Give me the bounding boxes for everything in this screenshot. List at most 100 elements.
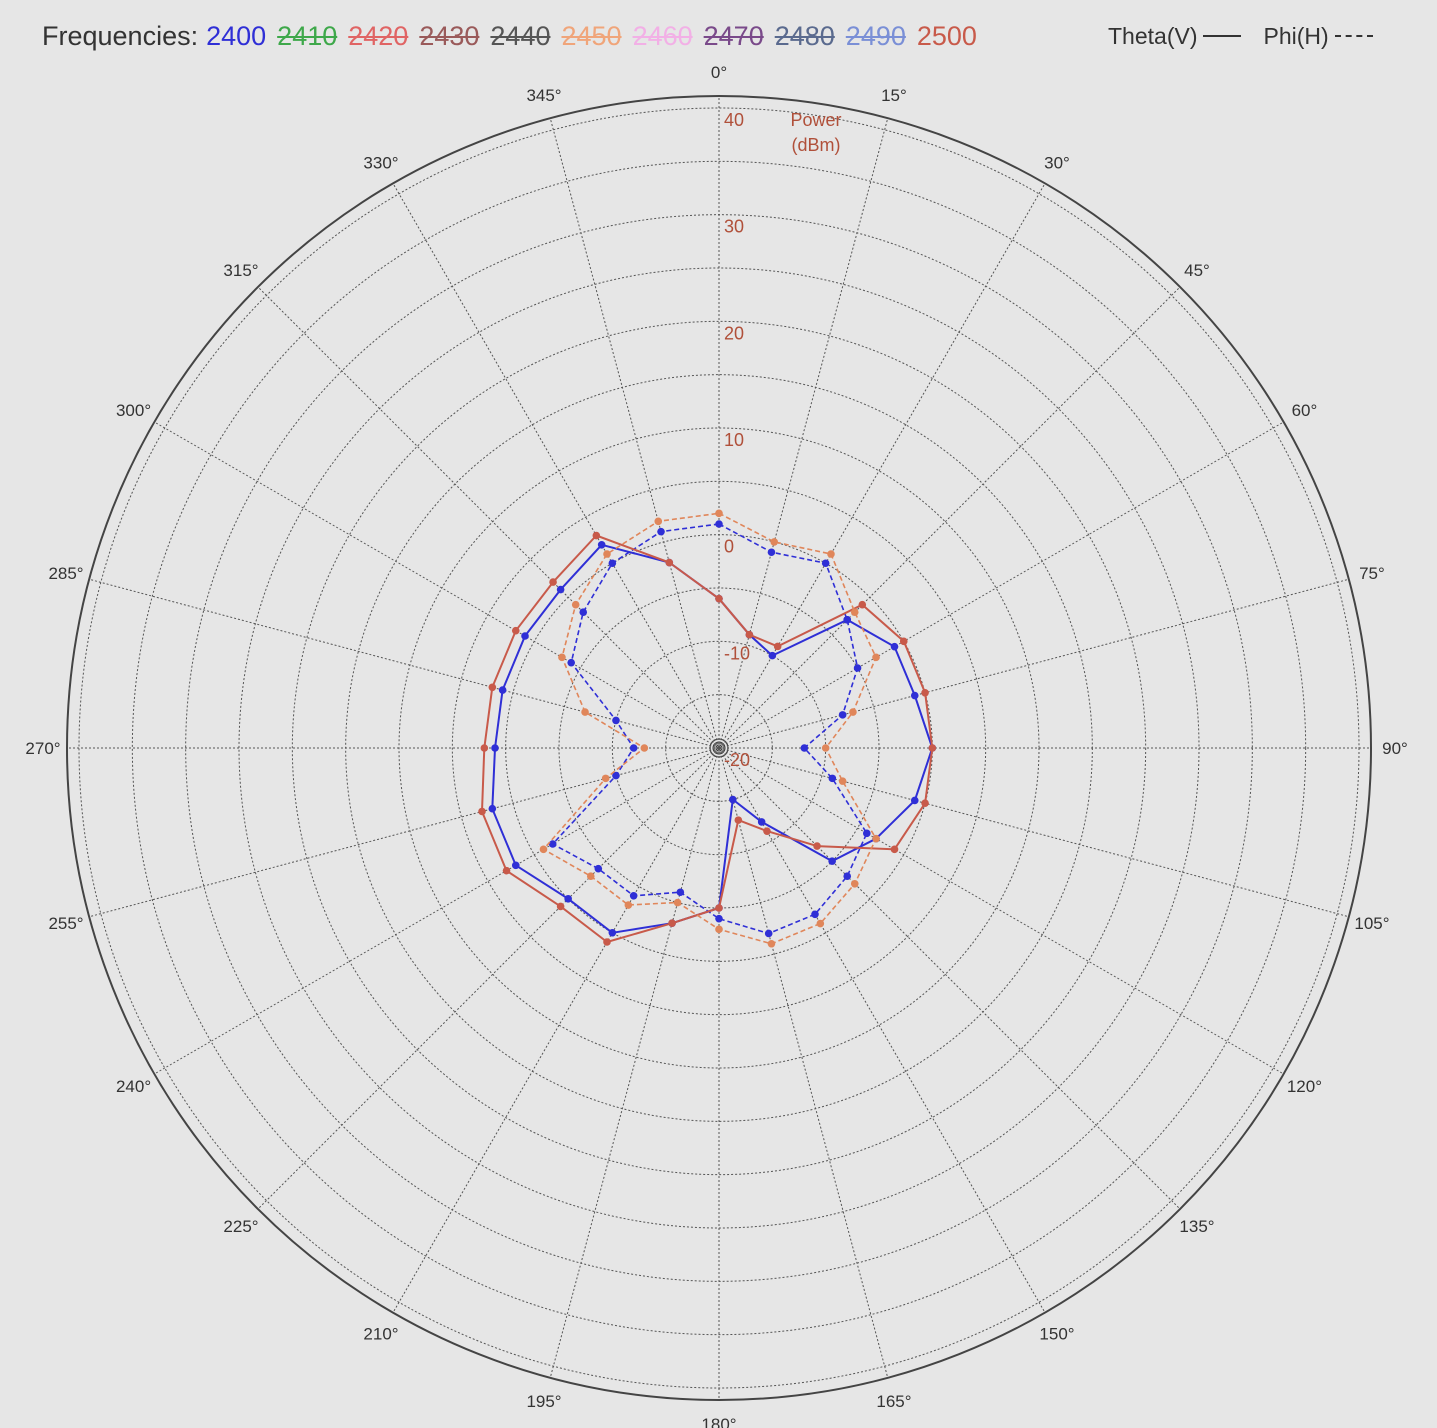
spoke-line <box>549 747 720 1378</box>
spoke-line <box>154 747 720 1075</box>
legend-bar: Frequencies: 2400 2410 2420 2430 2440 24… <box>0 0 1437 70</box>
data-point <box>910 691 919 700</box>
radial-axis-label: Power <box>790 110 841 130</box>
data-point <box>768 651 777 660</box>
data-point <box>601 774 610 783</box>
spoke-line <box>154 421 720 749</box>
data-point <box>800 744 809 752</box>
data-point <box>502 866 511 875</box>
data-point <box>511 861 520 870</box>
frequency-2430[interactable]: 2430 <box>419 20 480 51</box>
data-point <box>850 879 859 888</box>
data-point <box>767 939 776 948</box>
data-point <box>828 857 836 865</box>
data-point <box>629 892 638 900</box>
frequency-2450[interactable]: 2450 <box>561 20 622 51</box>
radial-tick-label: -10 <box>724 643 750 663</box>
data-point <box>729 795 737 804</box>
spoke-line <box>392 183 720 749</box>
angle-tick-label: 300° <box>116 401 151 420</box>
data-point <box>480 744 489 752</box>
data-point <box>556 585 565 594</box>
frequency-2420[interactable]: 2420 <box>348 20 409 51</box>
data-point <box>843 872 852 881</box>
data-point <box>581 708 589 716</box>
data-point <box>899 637 908 646</box>
data-point <box>491 744 499 752</box>
angle-tick-label: 150° <box>1039 1324 1074 1343</box>
angle-tick-label: 165° <box>876 1392 911 1411</box>
data-point <box>921 799 929 808</box>
radial-tick-label: 0 <box>724 537 734 557</box>
grid-circle <box>451 480 987 1016</box>
data-point <box>629 744 638 752</box>
data-point <box>608 559 617 568</box>
data-point <box>640 744 649 752</box>
angle-tick-label: 120° <box>1287 1077 1322 1096</box>
radial-axis-unit: (dBm) <box>792 135 841 155</box>
data-point <box>597 540 606 549</box>
data-point <box>838 777 847 785</box>
spoke-line <box>718 421 1284 749</box>
data-point <box>853 664 862 672</box>
angle-tick-label: 60° <box>1292 401 1318 420</box>
data-point <box>612 771 620 780</box>
data-point <box>539 845 548 854</box>
data-point <box>858 600 867 609</box>
data-point <box>928 744 937 752</box>
data-point <box>821 744 830 752</box>
data-point <box>763 827 771 835</box>
data-point <box>843 615 852 624</box>
data-point <box>603 938 611 946</box>
data-point <box>612 716 620 725</box>
data-point <box>498 686 507 694</box>
theta-legend-item[interactable]: Theta(V) <box>1108 22 1242 50</box>
data-point <box>594 864 603 873</box>
frequency-2440[interactable]: 2440 <box>490 20 551 51</box>
phi-legend-item[interactable]: Phi(H) <box>1263 23 1373 50</box>
polarization-legend: Theta(V) Phi(H) <box>1108 16 1395 56</box>
data-point <box>668 919 676 927</box>
series-2500-phi <box>539 509 880 948</box>
frequency-2410[interactable]: 2410 <box>277 20 338 51</box>
data-point <box>673 898 682 907</box>
spoke-line <box>257 747 720 1210</box>
data-point <box>592 531 601 540</box>
data-point <box>715 520 723 528</box>
angle-tick-label: 90° <box>1382 739 1408 758</box>
angle-tick-label: 330° <box>363 154 398 173</box>
spoke-line <box>718 747 1349 918</box>
frequency-2490[interactable]: 2490 <box>845 20 906 51</box>
series-layer <box>478 509 937 948</box>
data-point <box>715 509 723 518</box>
data-point <box>665 558 674 567</box>
data-point <box>676 888 685 897</box>
data-point <box>757 818 766 826</box>
angle-tick-label: 285° <box>48 564 83 583</box>
center-ring <box>715 744 723 752</box>
frequency-2400[interactable]: 2400 <box>206 20 267 51</box>
data-point <box>767 548 776 557</box>
angle-tick-label: 75° <box>1359 564 1385 583</box>
spoke-line <box>718 118 889 749</box>
frequency-2460[interactable]: 2460 <box>632 20 693 51</box>
frequency-2500[interactable]: 2500 <box>916 20 977 51</box>
frequency-2470[interactable]: 2470 <box>703 20 764 51</box>
data-point <box>586 872 595 881</box>
frequency-2480[interactable]: 2480 <box>774 20 835 51</box>
angle-tick-label: 105° <box>1354 914 1389 933</box>
angle-tick-label: 195° <box>526 1392 561 1411</box>
angle-tick-label: 345° <box>526 86 561 105</box>
angle-tick-label: 270° <box>25 739 60 758</box>
theta-label: Theta(V) <box>1108 22 1198 49</box>
angle-tick-label: 180° <box>701 1415 736 1428</box>
data-point <box>811 910 819 919</box>
data-point <box>624 901 633 909</box>
data-point <box>773 642 782 651</box>
data-point <box>828 774 837 783</box>
data-point <box>863 829 871 838</box>
spoke-line <box>257 286 720 749</box>
data-point <box>734 816 743 824</box>
data-point <box>571 600 580 609</box>
